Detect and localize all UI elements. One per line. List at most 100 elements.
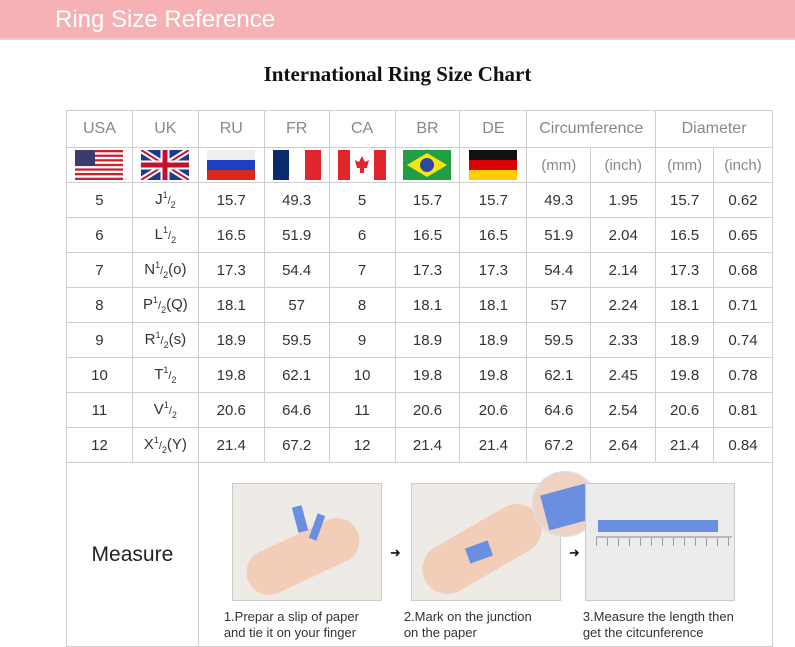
fraction-num: 1: [163, 365, 169, 375]
cell-dia_mm: 18.9: [655, 322, 715, 358]
fraction-num: 1: [155, 260, 161, 270]
cell-fr: 62.1: [263, 357, 330, 393]
arrow-icon: ➜: [568, 545, 580, 560]
table-row: 5 J1/2 15.7 49.3 5 15.7 15.7 49.3 1.95 15.7 0.62: [66, 182, 773, 218]
russia-flag-icon: [207, 150, 256, 180]
cell-fr: 51.9: [263, 217, 330, 253]
cell-de: 19.8: [459, 357, 528, 393]
fraction-den: 2: [163, 270, 169, 280]
cell-dia_in: 0.71: [713, 287, 773, 323]
unit-dia-mm: (mm): [655, 147, 715, 183]
uk-size: P: [142, 296, 153, 313]
table-row: 8 P1/2(Q) 18.1 57 8 18.1 18.1 57 2.24 18.1 0.71: [66, 287, 773, 323]
uk-size: J: [155, 191, 163, 208]
cell-usa: 7: [66, 252, 133, 288]
cell-de: 18.1: [459, 287, 528, 323]
cell-circ_mm: 49.3: [526, 182, 592, 218]
unit-circ-mm: (mm): [526, 147, 592, 183]
measure-label: Measure: [66, 462, 199, 647]
uk-size: N: [144, 261, 156, 278]
cell-de: 21.4: [459, 427, 528, 463]
cell-circ_in: 2.45: [590, 357, 657, 393]
cell-de: 15.7: [459, 182, 528, 218]
fraction-den: 2: [171, 235, 177, 245]
header-row: USA UK RU FR CA BR DE Circumference Diam…: [66, 110, 773, 148]
banner: Ring Size Reference: [0, 0, 795, 40]
cell-fr: 59.5: [263, 322, 330, 358]
fraction-num: 1: [152, 295, 158, 305]
us-flag-icon: [75, 150, 124, 180]
cell-uk: P1/2(Q): [131, 287, 199, 323]
fraction-den: 2: [161, 445, 167, 455]
step-2-line2: on the paper: [403, 625, 477, 640]
cell-circ_mm: 57: [526, 287, 592, 323]
cell-dia_in: 0.84: [713, 427, 773, 463]
cell-ca: 10: [328, 357, 396, 393]
cell-ru: 16.5: [197, 217, 265, 253]
cell-uk: X1/2(Y): [131, 427, 199, 463]
cell-dia_in: 0.62: [713, 182, 773, 218]
step-3-image: [584, 483, 735, 601]
cell-circ_mm: 54.4: [526, 252, 592, 288]
table-row: 12 X1/2(Y) 21.4 67.2 12 21.4 21.4 67.2 2.64 21.4 0…: [66, 427, 773, 463]
fraction-den: 2: [171, 375, 177, 385]
ruler-icon: [595, 536, 732, 576]
cell-uk: T1/2: [131, 357, 199, 393]
header-circumference: Circumference: [526, 110, 657, 148]
uk-size: T: [154, 366, 164, 383]
measure-row: Measure ➜ ➜ 1.Prepar a slip of paper and …: [66, 462, 774, 647]
cell-dia_mm: 16.5: [655, 217, 715, 253]
cell-ru: 21.4: [197, 427, 265, 463]
cell-fr: 49.3: [263, 182, 330, 218]
cell-uk: R1/2(s): [131, 322, 199, 358]
step-1-line1: 1.Prepar a slip of paper: [223, 609, 359, 624]
step-2-caption: 2.Mark on the junction on the paper: [404, 609, 532, 641]
cell-circ_mm: 59.5: [526, 322, 592, 358]
step-2-line1: 2.Mark on the junction: [403, 609, 532, 624]
header-ca: CA: [328, 110, 396, 148]
fraction-den: 2: [161, 305, 167, 315]
cell-fr: 67.2: [263, 427, 330, 463]
cell-ca: 7: [328, 252, 396, 288]
header-diameter: Diameter: [655, 110, 773, 148]
cell-br: 18.9: [394, 322, 461, 358]
step-3-line2: get the citcunference: [582, 625, 704, 640]
cell-ru: 18.9: [197, 322, 265, 358]
header-br: BR: [394, 110, 461, 148]
cell-ru: 20.6: [197, 392, 265, 428]
cell-br: 15.7: [394, 182, 461, 218]
cell-usa: 11: [66, 392, 133, 428]
fraction-den: 2: [163, 340, 169, 350]
cell-uk: J1/2: [131, 182, 199, 218]
table-row: 10 T1/2 19.8 62.1 10 19.8 19.8 62.1 2.45 19.8 0.78: [66, 357, 773, 393]
uk-size: L: [154, 226, 163, 243]
cell-uk: N1/2(o): [131, 252, 199, 288]
header-usa: USA: [66, 110, 133, 148]
cell-ru: 18.1: [197, 287, 265, 323]
uk-alt-size: (o): [168, 261, 187, 278]
cell-circ_in: 2.64: [590, 427, 657, 463]
ring-size-table: USA UK RU FR CA BR DE Circumference Diam…: [66, 110, 774, 647]
fraction-num: 1: [162, 225, 168, 235]
table-row: 9 R1/2(s) 18.9 59.5 9 18.9 18.9 59.5 2.33 18.9 0.7…: [66, 322, 773, 358]
cell-usa: 9: [66, 322, 133, 358]
table-row: 7 N1/2(o) 17.3 54.4 7 17.3 17.3 54.4 2.14 17.3 0.6…: [66, 252, 773, 288]
cell-br: 16.5: [394, 217, 461, 253]
cell-circ_mm: 62.1: [526, 357, 592, 393]
cell-circ_mm: 51.9: [526, 217, 592, 253]
cell-dia_mm: 21.4: [655, 427, 715, 463]
fraction-den: 2: [170, 200, 176, 210]
header-de: DE: [459, 110, 528, 148]
cell-circ_in: 2.33: [590, 322, 657, 358]
cell-ca: 8: [328, 287, 396, 323]
cell-usa: 8: [66, 287, 133, 323]
cell-ru: 17.3: [197, 252, 265, 288]
chart-title: International Ring Size Chart: [263, 62, 532, 86]
cell-ca: 5: [328, 182, 396, 218]
cell-dia_mm: 20.6: [655, 392, 715, 428]
uk-size: V: [153, 401, 164, 418]
cell-br: 21.4: [394, 427, 461, 463]
cell-circ_in: 2.54: [590, 392, 657, 428]
fraction-num: 1: [162, 190, 168, 200]
uk-alt-size: (Q): [166, 296, 188, 313]
